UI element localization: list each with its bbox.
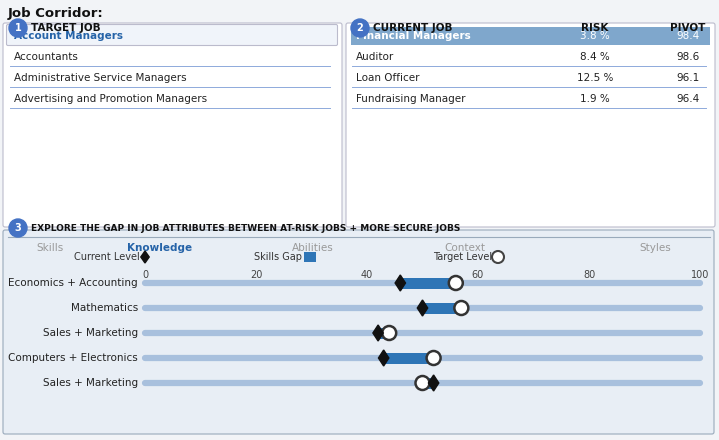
Circle shape [383,326,396,340]
Text: 96.4: 96.4 [677,94,700,104]
Text: Loan Officer: Loan Officer [356,73,419,83]
Bar [400,278,456,289]
Text: Job Corridor:: Job Corridor: [8,7,104,20]
Text: Administrative Service Managers: Administrative Service Managers [14,73,187,83]
Polygon shape [378,350,389,366]
Circle shape [9,219,27,237]
Polygon shape [429,375,439,391]
Bar [378,327,389,338]
Text: 60: 60 [472,270,484,280]
Text: 1.9 %: 1.9 % [580,94,610,104]
Text: Target Level: Target Level [433,252,492,262]
Text: 80: 80 [583,270,595,280]
Circle shape [9,19,27,37]
Text: TARGET JOB: TARGET JOB [31,23,101,33]
Bar [423,378,434,389]
FancyBboxPatch shape [6,25,337,45]
Text: Skills: Skills [37,243,63,253]
Circle shape [454,301,468,315]
FancyBboxPatch shape [351,27,710,45]
Text: Auditor: Auditor [356,52,394,62]
Bar [384,352,434,363]
Circle shape [449,276,463,290]
Text: Current Level: Current Level [74,252,140,262]
Text: Skills Gap: Skills Gap [254,252,302,262]
Text: 12.5 %: 12.5 % [577,73,613,83]
Text: 3: 3 [14,223,22,233]
Text: CURRENT JOB: CURRENT JOB [373,23,452,33]
Text: Advertising and Promotion Managers: Advertising and Promotion Managers [14,94,207,104]
Text: 98.6: 98.6 [677,52,700,62]
Text: PIVOT: PIVOT [670,23,705,33]
Text: 8.4 %: 8.4 % [580,52,610,62]
Bar [423,303,462,313]
Text: 1: 1 [14,23,22,33]
Text: Fundraising Manager: Fundraising Manager [356,94,465,104]
Circle shape [351,19,369,37]
Text: RISK: RISK [582,23,609,33]
Text: 0: 0 [142,270,148,280]
Text: Sales + Marketing: Sales + Marketing [43,378,138,388]
Text: 3.8 %: 3.8 % [580,31,610,41]
Polygon shape [395,275,406,291]
Circle shape [416,376,429,390]
Text: 2: 2 [357,23,363,33]
Text: Knowledge: Knowledge [127,243,193,253]
Text: Financial Managers: Financial Managers [356,31,471,41]
Text: Accountants: Accountants [14,52,79,62]
Text: Styles: Styles [639,243,671,253]
Text: 98.4: 98.4 [677,31,700,41]
Text: Computers + Electronics: Computers + Electronics [8,353,138,363]
Text: Mathematics: Mathematics [70,303,138,313]
Text: Context: Context [444,243,485,253]
Circle shape [426,351,441,365]
Circle shape [492,251,504,263]
Text: 20: 20 [249,270,262,280]
FancyBboxPatch shape [3,23,342,227]
Text: Economics + Accounting: Economics + Accounting [9,278,138,288]
Bar [304,252,316,262]
Text: Abilities: Abilities [292,243,334,253]
Text: 96.1: 96.1 [677,73,700,83]
Polygon shape [373,325,383,341]
Text: Account Managers: Account Managers [14,31,123,41]
Text: 100: 100 [691,270,709,280]
Text: 40: 40 [361,270,373,280]
Text: Sales + Marketing: Sales + Marketing [43,328,138,338]
Polygon shape [141,251,150,263]
Polygon shape [417,300,428,316]
Text: EXPLORE THE GAP IN JOB ATTRIBUTES BETWEEN AT-RISK JOBS + MORE SECURE JOBS: EXPLORE THE GAP IN JOB ATTRIBUTES BETWEE… [31,224,460,232]
FancyBboxPatch shape [3,230,714,434]
FancyBboxPatch shape [346,23,715,227]
